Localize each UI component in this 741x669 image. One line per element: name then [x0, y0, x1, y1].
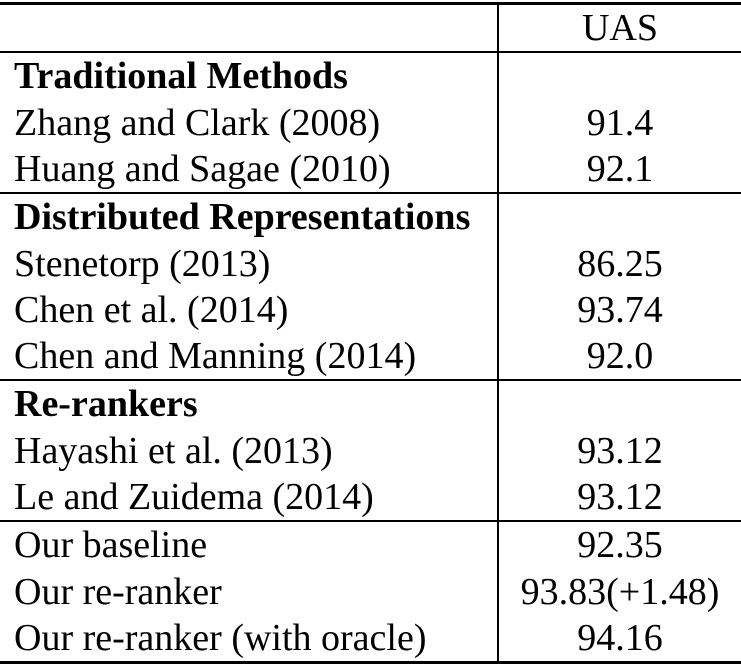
- uas-value-cell: 92.1: [497, 145, 741, 193]
- method-cell: Our re-ranker: [14, 570, 222, 613]
- section-rule: [0, 192, 741, 195]
- header-rule: [0, 51, 741, 54]
- section-header-row: Traditional Methods: [0, 53, 741, 100]
- section-rule: [0, 520, 741, 523]
- method-cell: Huang and Sagae (2010): [14, 147, 391, 190]
- table-row: Our baseline 92.35: [0, 522, 741, 569]
- uas-value-cell: 93.12: [497, 473, 741, 521]
- table-row: Hayashi et al. (2013) 93.12: [0, 427, 741, 474]
- empty-value-cell: [497, 194, 741, 241]
- uas-value-cell: 91.4: [497, 99, 741, 146]
- method-cell: Stenetorp (2013): [14, 242, 271, 285]
- section-header-row: Re-rankers: [0, 381, 741, 428]
- method-cell: Our baseline: [14, 524, 208, 567]
- table-row: Huang and Sagae (2010) 92.1: [0, 145, 741, 193]
- section-title-distributed-representations: Distributed Representations: [14, 196, 471, 239]
- method-cell: Le and Zuidema (2014): [14, 475, 374, 518]
- table-header-row: UAS: [0, 5, 741, 52]
- method-cell: Chen et al. (2014): [14, 288, 289, 331]
- uas-value-cell: 93.12: [497, 427, 741, 474]
- uas-value-cell: 94.16: [497, 614, 741, 661]
- method-cell: Chen and Manning (2014): [14, 335, 417, 378]
- method-cell: Hayashi et al. (2013): [14, 429, 333, 472]
- table-row: Chen and Manning (2014) 92.0: [0, 332, 741, 380]
- uas-value-cell: 92.0: [497, 332, 741, 380]
- uas-value-cell: 93.74: [497, 286, 741, 333]
- section-title-re-rankers: Re-rankers: [14, 383, 198, 426]
- table-row: Le and Zuidema (2014) 93.12: [0, 473, 741, 521]
- uas-value-cell: 92.35: [497, 522, 741, 569]
- table-row: Zhang and Clark (2008) 91.4: [0, 99, 741, 146]
- table-row: Chen et al. (2014) 93.74: [0, 286, 741, 333]
- uas-value-cell: 86.25: [497, 240, 741, 287]
- section-rule: [0, 379, 741, 382]
- method-cell: Our re-ranker (with oracle): [14, 616, 427, 659]
- section-title-traditional-methods: Traditional Methods: [14, 55, 348, 98]
- method-column-header: [0, 5, 497, 51]
- table-row: Stenetorp (2013) 86.25: [0, 240, 741, 287]
- empty-value-cell: [497, 53, 741, 100]
- table-row: Our re-ranker 93.83(+1.48): [0, 568, 741, 615]
- table-row: Our re-ranker (with oracle) 94.16: [0, 614, 741, 661]
- uas-value-cell: 93.83(+1.48): [497, 568, 741, 615]
- section-header-row: Distributed Representations: [0, 194, 741, 241]
- method-cell: Zhang and Clark (2008): [14, 101, 381, 144]
- uas-column-header: UAS: [497, 5, 741, 52]
- empty-value-cell: [497, 381, 741, 428]
